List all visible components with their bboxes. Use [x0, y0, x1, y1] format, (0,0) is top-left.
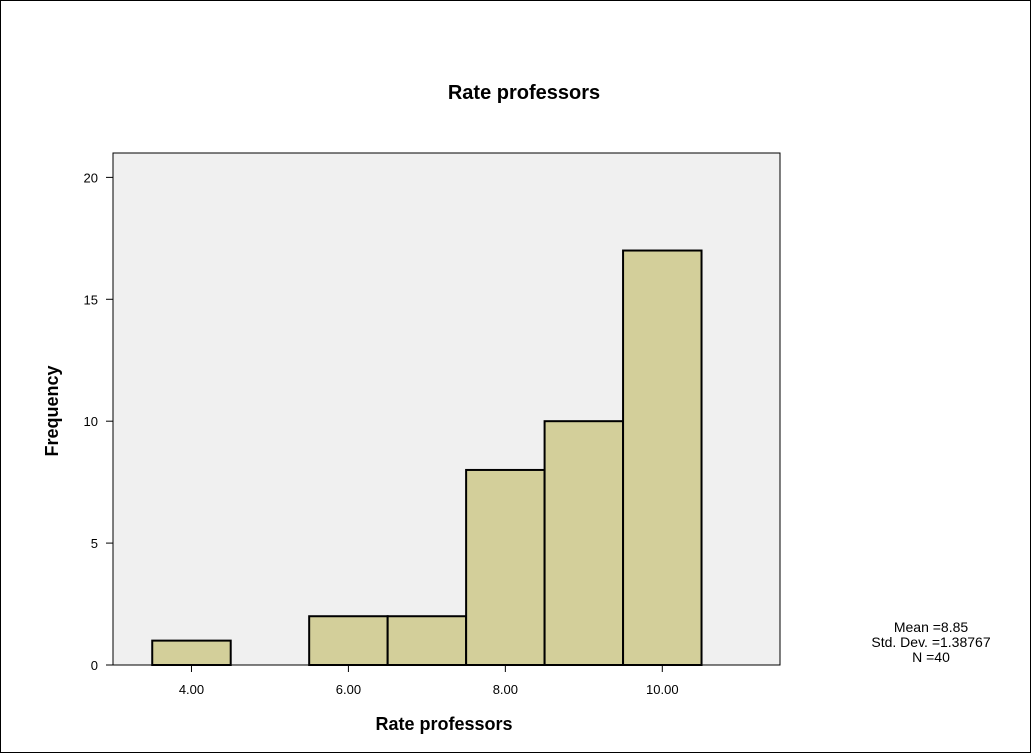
stat-std-dev: Std. Dev. =1.38767 — [871, 634, 990, 650]
y-axis-title: Frequency — [42, 365, 62, 456]
x-axis: 4.00 6.00 8.00 10.00 — [179, 665, 679, 697]
y-tick-label: 10 — [84, 414, 98, 429]
histogram-bar — [386, 615, 468, 667]
stat-mean: Mean =8.85 — [894, 619, 969, 635]
y-tick-label: 15 — [84, 292, 98, 307]
chart-title: Rate professors — [448, 82, 600, 104]
x-tick-label: 8.00 — [493, 682, 518, 697]
y-tick-label: 0 — [91, 658, 98, 673]
histogram-bar — [308, 615, 389, 667]
x-axis-title: Rate professors — [375, 714, 512, 734]
histogram-bar — [151, 639, 232, 666]
x-tick-label: 6.00 — [336, 682, 361, 697]
x-tick-label: 10.00 — [646, 682, 679, 697]
bars-group — [151, 249, 703, 667]
y-tick-label: 5 — [91, 536, 98, 551]
x-tick-label: 4.00 — [179, 682, 204, 697]
stat-n: N =40 — [912, 649, 950, 665]
y-axis: 0 5 10 15 20 — [84, 170, 113, 673]
y-tick-label: 20 — [84, 170, 98, 185]
histogram-bar — [622, 249, 703, 666]
histogram-bar — [465, 468, 546, 667]
histogram-bar — [543, 420, 625, 667]
